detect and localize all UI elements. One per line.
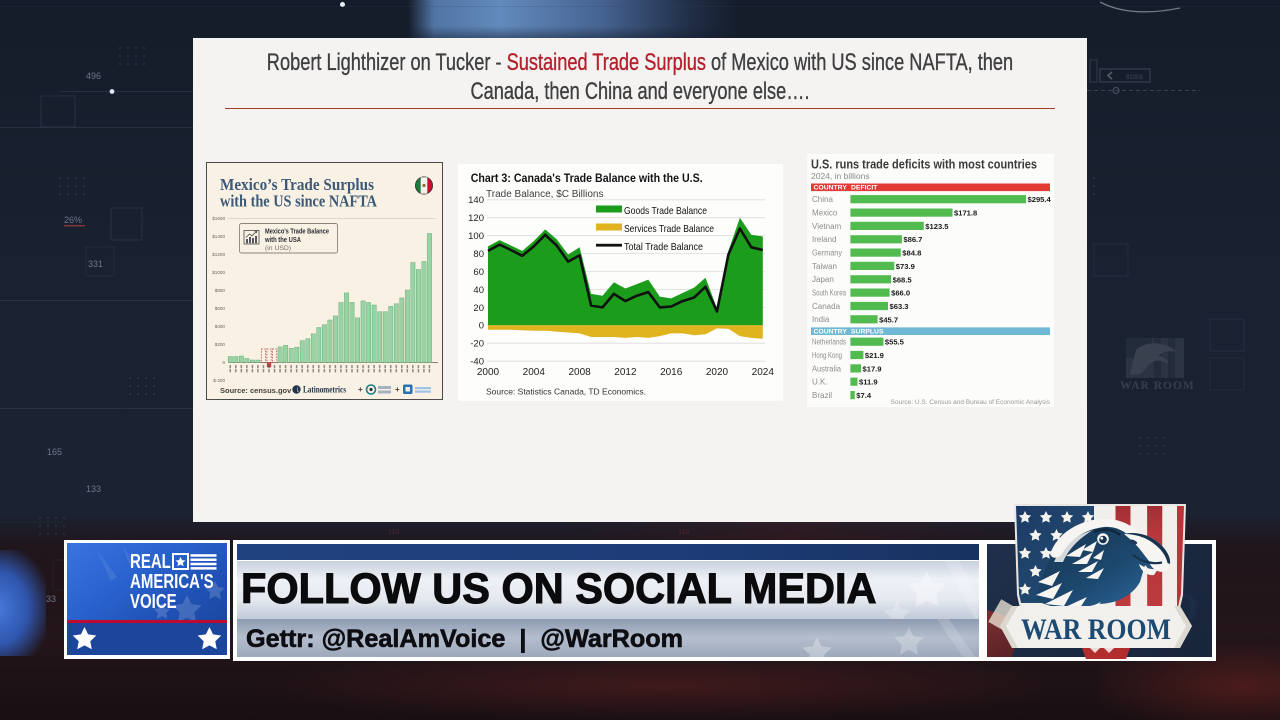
svg-text:26%: 26% xyxy=(64,215,82,225)
svg-text:$11.9: $11.9 xyxy=(859,378,878,387)
svg-text:Brazil: Brazil xyxy=(812,391,832,400)
svg-text:U.K.: U.K. xyxy=(812,378,828,387)
svg-text:Vietnam: Vietnam xyxy=(812,222,842,231)
svg-text:110: 110 xyxy=(388,529,399,536)
svg-text:$7.4: $7.4 xyxy=(856,391,872,400)
svg-text:$400: $400 xyxy=(214,324,225,329)
svg-text:$1200: $1200 xyxy=(212,252,225,257)
svg-text:L: L xyxy=(296,388,299,394)
svg-text:$86.7: $86.7 xyxy=(903,235,922,244)
svg-text:80: 80 xyxy=(473,249,484,260)
svg-text:Australia: Australia xyxy=(812,364,842,373)
svg-text:165: 165 xyxy=(47,447,62,457)
svg-text:Total Trade Balance: Total Trade Balance xyxy=(624,241,703,253)
svg-text:0: 0 xyxy=(222,360,225,365)
svg-text:81008: 81008 xyxy=(1126,75,1143,81)
svg-text:120: 120 xyxy=(468,213,484,224)
svg-text:Ireland: Ireland xyxy=(812,235,836,244)
svg-text:$45.7: $45.7 xyxy=(879,315,898,324)
svg-text:2016: 2016 xyxy=(660,367,683,378)
svg-text:2008: 2008 xyxy=(568,367,591,378)
svg-text:496: 496 xyxy=(86,71,101,81)
svg-text:$600: $600 xyxy=(214,306,225,311)
svg-text:with the US since NAFTA: with the US since NAFTA xyxy=(220,192,378,211)
svg-text:COUNTRY: COUNTRY xyxy=(814,329,848,336)
svg-text:Source: Statistics Canada, TD: Source: Statistics Canada, TD Economics. xyxy=(486,387,646,397)
svg-text:Source: U.S. Census and Bureau: Source: U.S. Census and Bureau of Econom… xyxy=(891,399,1051,406)
svg-text:Mexico’s Trade Surplus: Mexico’s Trade Surplus xyxy=(220,175,374,194)
svg-text:$295.4: $295.4 xyxy=(1028,195,1052,204)
svg-text:$171.8: $171.8 xyxy=(954,209,977,218)
svg-text:$21.9: $21.9 xyxy=(865,351,884,360)
svg-text:$66.0: $66.0 xyxy=(891,289,910,298)
svg-text:2024, in billions: 2024, in billions xyxy=(811,171,870,181)
svg-text:$1400: $1400 xyxy=(212,234,225,239)
svg-text:$200: $200 xyxy=(214,342,225,347)
svg-text:40: 40 xyxy=(473,285,484,296)
svg-text:$68.5: $68.5 xyxy=(893,275,913,284)
svg-text:Germany: Germany xyxy=(812,249,842,258)
svg-text:-40: -40 xyxy=(470,357,484,368)
svg-text:$1000: $1000 xyxy=(212,270,225,275)
svg-text:WAR ROOM: WAR ROOM xyxy=(1120,380,1195,392)
svg-text:$-200: $-200 xyxy=(213,378,225,383)
svg-text:COUNTRY: COUNTRY xyxy=(814,185,848,192)
svg-text:Mexico’s Trade Balance: Mexico’s Trade Balance xyxy=(265,227,329,236)
svg-text:$1600: $1600 xyxy=(212,216,225,221)
svg-text:WAR ROOM: WAR ROOM xyxy=(1021,613,1171,646)
svg-text:Hong Kong: Hong Kong xyxy=(812,351,842,360)
svg-text:110: 110 xyxy=(678,529,689,536)
svg-text:140: 140 xyxy=(468,195,484,206)
svg-text:+: + xyxy=(358,385,363,394)
svg-text:100: 100 xyxy=(468,231,484,242)
svg-text:-20: -20 xyxy=(470,339,484,350)
svg-text:$17.9: $17.9 xyxy=(863,364,882,373)
svg-text:60: 60 xyxy=(473,267,484,278)
svg-text:Services Trade Balance: Services Trade Balance xyxy=(624,223,714,235)
svg-text:$800: $800 xyxy=(214,288,225,293)
svg-text:with the USA: with the USA xyxy=(264,235,301,244)
svg-text:Netherlands: Netherlands xyxy=(812,338,846,347)
svg-text:Trade Balance, $C Billions: Trade Balance, $C Billions xyxy=(486,189,603,200)
svg-text:South Korea: South Korea xyxy=(812,289,846,298)
svg-text:$63.3: $63.3 xyxy=(890,302,909,311)
svg-text:0: 0 xyxy=(479,321,484,332)
svg-text:$55.5: $55.5 xyxy=(885,338,905,347)
svg-text:Goods Trade Balance: Goods Trade Balance xyxy=(624,205,707,217)
svg-text:Chart 3: Canada's Trade Balanc: Chart 3: Canada's Trade Balance with the… xyxy=(471,173,703,185)
svg-text:2012: 2012 xyxy=(614,367,637,378)
svg-text:33: 33 xyxy=(46,594,56,604)
svg-text:Source: census.gov: Source: census.gov xyxy=(220,386,292,395)
svg-text:SURPLUS: SURPLUS xyxy=(851,329,884,336)
svg-text:2024: 2024 xyxy=(752,367,775,378)
svg-text:2020: 2020 xyxy=(706,367,729,378)
svg-text:133: 133 xyxy=(86,484,101,494)
svg-text:(in USD): (in USD) xyxy=(265,245,291,252)
svg-text:U.S. runs trade deficits with: U.S. runs trade deficits with most count… xyxy=(811,157,1037,172)
svg-text:$84.8: $84.8 xyxy=(902,249,921,258)
svg-text:Latinometrics: Latinometrics xyxy=(303,386,346,396)
svg-text:Japan: Japan xyxy=(812,275,834,284)
svg-text:Mexico: Mexico xyxy=(812,209,838,218)
svg-text:DEFICIT: DEFICIT xyxy=(851,185,878,192)
svg-text:$123.5: $123.5 xyxy=(925,222,949,231)
svg-text:$73.9: $73.9 xyxy=(896,262,915,271)
svg-text:+: + xyxy=(395,385,400,394)
svg-text:India: India xyxy=(812,315,830,324)
svg-text:Canada: Canada xyxy=(812,302,841,311)
svg-text:2004: 2004 xyxy=(523,367,546,378)
svg-text:China: China xyxy=(812,195,833,204)
svg-text:20: 20 xyxy=(473,303,484,314)
svg-text:2000: 2000 xyxy=(477,367,500,378)
svg-text:331: 331 xyxy=(88,259,103,269)
svg-text:Taiwan: Taiwan xyxy=(812,262,837,271)
